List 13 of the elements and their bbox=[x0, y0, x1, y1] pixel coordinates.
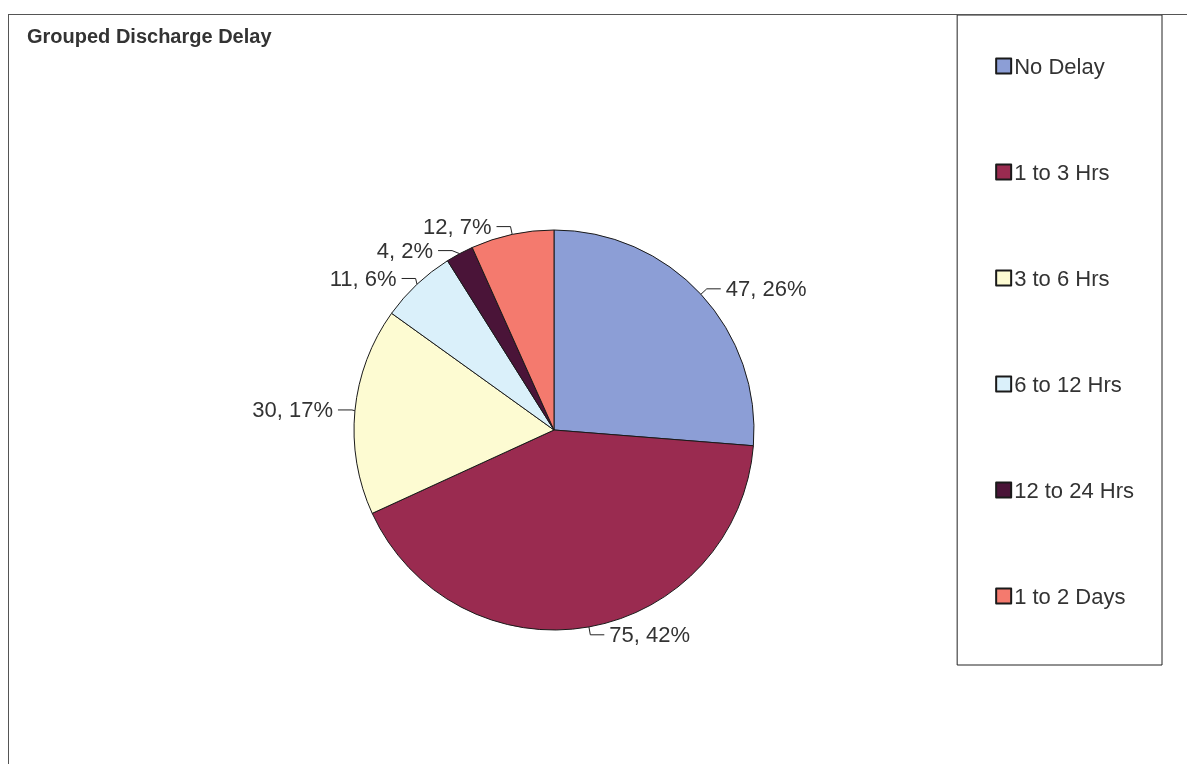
legend-label: 1 to 3 Hrs bbox=[1014, 159, 1110, 185]
data-label: 4, 2% bbox=[376, 238, 434, 264]
data-label: 12, 7% bbox=[423, 214, 492, 240]
data-label: 30, 17% bbox=[252, 397, 333, 423]
text: Grouped Discharge Delay bbox=[27, 25, 273, 47]
legend-label: No Delay bbox=[1014, 53, 1105, 79]
data-label: 11, 6% bbox=[329, 265, 397, 291]
legend-label: 12 to 24 Hrs bbox=[1014, 477, 1134, 503]
data-label: 75, 42% bbox=[609, 622, 691, 648]
legend-label: 1 to 2 Days bbox=[1014, 583, 1126, 609]
legend-label: 6 to 12 Hrs bbox=[1014, 371, 1122, 397]
data-label: 47, 26% bbox=[725, 276, 807, 302]
legend-label: 3 to 6 Hrs bbox=[1014, 265, 1110, 291]
